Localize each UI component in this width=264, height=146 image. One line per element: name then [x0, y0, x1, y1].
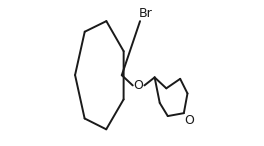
- Text: O: O: [185, 114, 195, 127]
- Text: Br: Br: [139, 7, 153, 20]
- Text: O: O: [134, 79, 144, 92]
